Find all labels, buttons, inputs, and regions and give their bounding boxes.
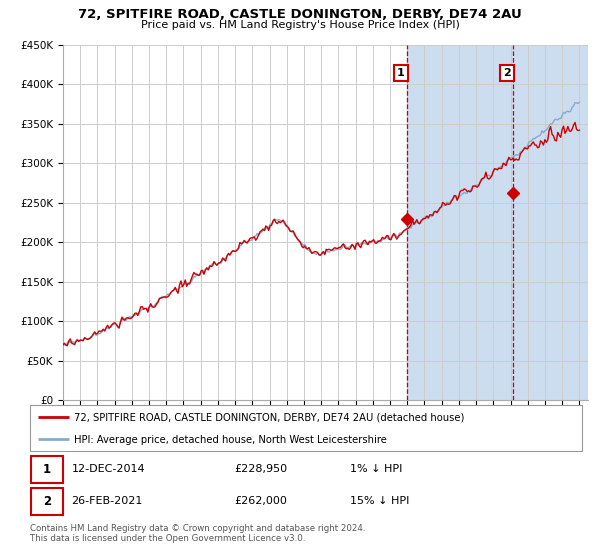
Text: 12-DEC-2014: 12-DEC-2014 <box>71 464 145 474</box>
Text: Price paid vs. HM Land Registry's House Price Index (HPI): Price paid vs. HM Land Registry's House … <box>140 20 460 30</box>
Text: 1: 1 <box>397 68 405 78</box>
Bar <box>407 45 588 400</box>
Text: 1: 1 <box>43 463 51 475</box>
Text: £262,000: £262,000 <box>234 496 287 506</box>
Text: 2: 2 <box>503 68 511 78</box>
Text: 72, SPITFIRE ROAD, CASTLE DONINGTON, DERBY, DE74 2AU: 72, SPITFIRE ROAD, CASTLE DONINGTON, DER… <box>78 8 522 21</box>
Text: 1% ↓ HPI: 1% ↓ HPI <box>350 464 403 474</box>
FancyBboxPatch shape <box>31 488 63 515</box>
Text: HPI: Average price, detached house, North West Leicestershire: HPI: Average price, detached house, Nort… <box>74 435 387 445</box>
FancyBboxPatch shape <box>30 405 582 451</box>
Text: £228,950: £228,950 <box>234 464 287 474</box>
Text: 72, SPITFIRE ROAD, CASTLE DONINGTON, DERBY, DE74 2AU (detached house): 72, SPITFIRE ROAD, CASTLE DONINGTON, DER… <box>74 413 464 423</box>
FancyBboxPatch shape <box>31 455 63 483</box>
Text: Contains HM Land Registry data © Crown copyright and database right 2024.
This d: Contains HM Land Registry data © Crown c… <box>30 524 365 543</box>
Text: 15% ↓ HPI: 15% ↓ HPI <box>350 496 410 506</box>
Text: 2: 2 <box>43 494 51 508</box>
Text: 26-FEB-2021: 26-FEB-2021 <box>71 496 143 506</box>
